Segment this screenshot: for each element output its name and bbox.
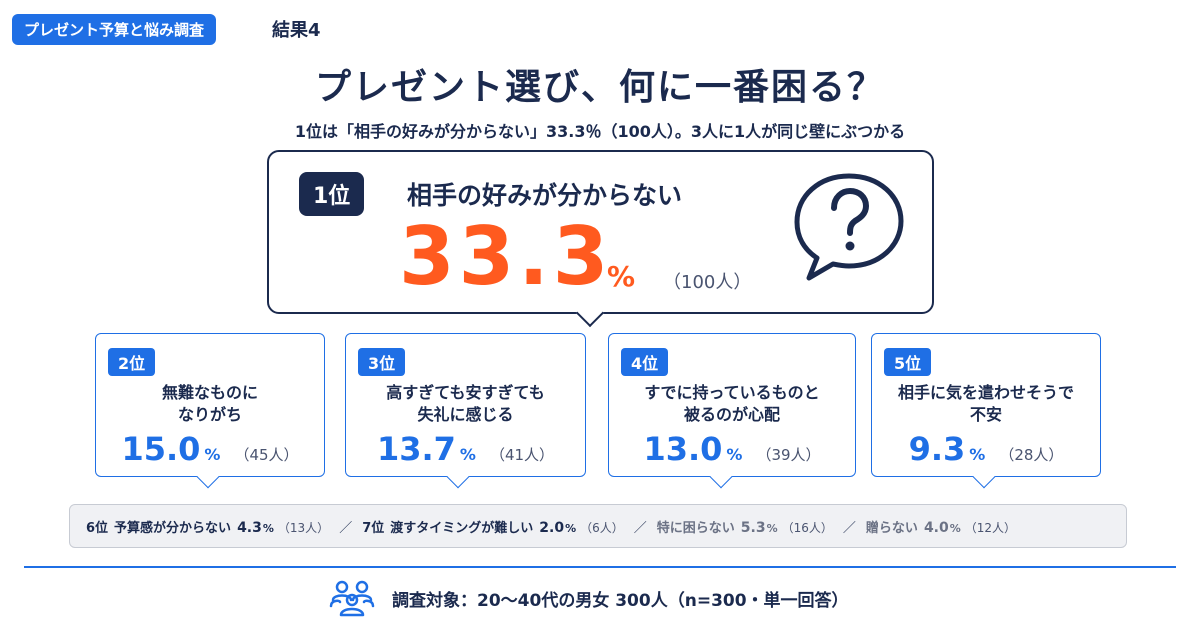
rank-value: 13.0 (643, 430, 723, 468)
other-rank: 7位 (362, 520, 385, 536)
other-percent-sign: % (565, 521, 577, 535)
rank-card-2: 2位 無難なものに なりがち 15.0% （45人） (95, 333, 325, 489)
rank-stats: 13.7% （41人） (346, 430, 585, 468)
footer-divider (24, 566, 1176, 568)
top-rank-card: 1位 相手の好みが分からない 33.3 % （100人） (267, 150, 934, 314)
rank-stats: 13.0% （39人） (609, 430, 855, 468)
rank-percent-sign: % (726, 445, 743, 464)
rank-value: 15.0 (121, 430, 201, 468)
rank-stats: 15.0% （45人） (96, 430, 324, 468)
rank-label: 高すぎても安すぎても 失礼に感じる (386, 383, 545, 424)
other-rank: 6位 (86, 520, 109, 536)
rank-badge: 4位 (621, 348, 669, 376)
survey-footer: 調査対象：20～40代の男女 300人（n=300・単一回答） (328, 576, 849, 620)
other-label: 贈らない (865, 520, 918, 536)
rank-card-4: 4位 すでに持っているものと 被るのが心配 13.0% （39人） (608, 333, 856, 489)
other-label: 特に困らない (656, 520, 735, 536)
separator: ／ (339, 520, 353, 536)
rank-count: （28人） (999, 446, 1064, 464)
rank-percent-sign: % (204, 445, 221, 464)
other-answers-bar: 6位 予算感が分からない 4.3% （13人） ／ 7位 渡すタイミングが難しい… (69, 504, 1127, 548)
survey-tag: プレゼント予算と悩み調査 (12, 14, 217, 45)
question-speech-bubble-icon (794, 173, 904, 281)
other-percent-sign: % (766, 521, 778, 535)
rank-percent-sign: % (969, 445, 986, 464)
other-answer-6: 6位 予算感が分からない 4.3% （13人） (86, 517, 329, 536)
top-rank-percent-sign: % (607, 260, 636, 293)
other-value: 2.0 (539, 519, 565, 536)
rank-label: すでに持っているものと 被るのが心配 (644, 383, 820, 424)
rank-card-3: 3位 高すぎても安すぎても 失礼に感じる 13.7% （41人） (345, 333, 586, 489)
other-percent-sign: % (949, 521, 961, 535)
rank-count: （41人） (489, 446, 555, 464)
other-count: （12人） (964, 520, 1017, 535)
card-pointer (446, 465, 470, 489)
other-label: 予算感が分からない (114, 520, 232, 536)
rank-label: 無難なものに なりがち (161, 383, 258, 424)
top-rank-badge: 1位 (299, 172, 365, 216)
other-answer-7: 7位 渡すタイミングが難しい 2.0% （6人） (362, 517, 624, 536)
page-subtitle: 1位は「相手の好みが分からない」33.3％（100人）。3人に1人が同じ壁にぶつ… (294, 122, 906, 141)
page-title: プレゼント選び、何に一番困る？ (314, 67, 885, 108)
rank-stats: 9.3% （28人） (872, 430, 1100, 468)
other-label: 渡すタイミングが難しい (390, 520, 534, 536)
rank-card-5: 5位 相手に気を遣わせそうで 不安 9.3% （28人） (871, 333, 1101, 489)
other-value: 4.3 (237, 519, 262, 536)
rank-label: 相手に気を遣わせそうで 不安 (897, 383, 1074, 424)
rank-count: （39人） (756, 446, 821, 464)
top-rank-count: （100人） (663, 272, 752, 293)
other-percent-sign: % (262, 521, 274, 535)
result-label: 結果4 (272, 20, 321, 41)
other-value: 5.3 (740, 519, 766, 536)
other-value: 4.0 (923, 519, 949, 536)
other-answer-no-gift: 贈らない 4.0% （12人） (866, 517, 1016, 536)
card-pointer (709, 465, 733, 489)
card-pointer (972, 465, 996, 489)
survey-target-text: 調査対象：20～40代の男女 300人（n=300・単一回答） (392, 590, 849, 611)
other-count: （13人） (277, 520, 330, 535)
rank-badge: 2位 (108, 348, 156, 376)
separator: ／ (842, 520, 856, 536)
top-rank-label: 相手の好みが分からない (407, 181, 683, 210)
separator: ／ (633, 520, 647, 536)
rank-badge: 3位 (358, 348, 406, 376)
other-count: （6人） (580, 520, 624, 535)
rank-percent-sign: % (459, 445, 476, 464)
people-group-icon (329, 580, 375, 617)
other-answer-no-trouble: 特に困らない 5.3% （16人） (657, 517, 833, 536)
rank-value: 13.7 (376, 430, 456, 468)
card-pointer (196, 465, 220, 489)
other-count: （16人） (781, 520, 833, 535)
rank-value: 9.3 (908, 430, 966, 468)
rank-badge: 5位 (884, 348, 932, 376)
top-rank-value: 33.3 (399, 210, 613, 303)
rank-count: （45人） (234, 446, 299, 464)
